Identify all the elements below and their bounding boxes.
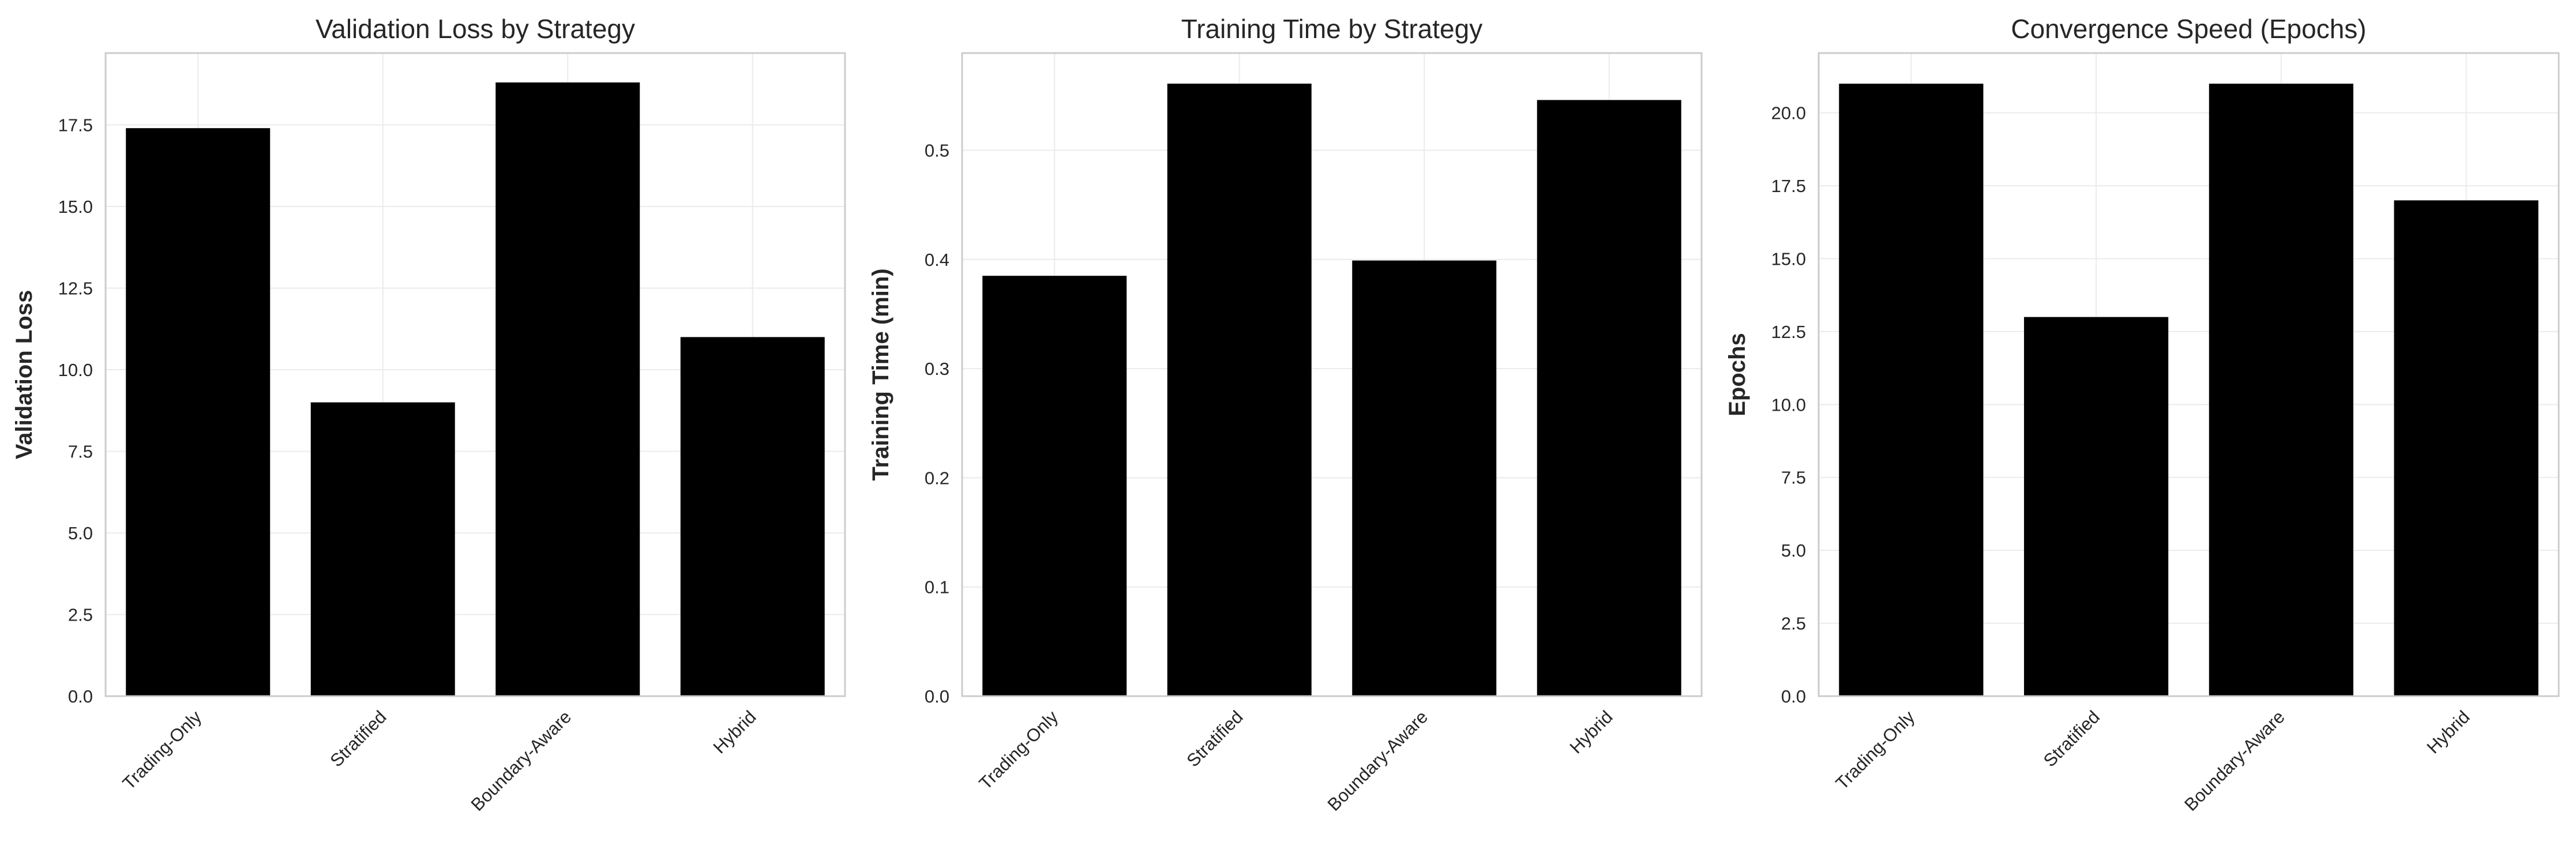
bar xyxy=(1839,84,1984,697)
plot-frame xyxy=(1818,52,2560,697)
bar xyxy=(2024,317,2169,696)
y-axis-label: Training Time (min) xyxy=(868,268,893,480)
y-tick-label: 2.5 xyxy=(1781,614,1806,634)
y-tick-label: 15.0 xyxy=(1771,249,1806,269)
y-tick-label: 5.0 xyxy=(1781,540,1806,561)
chart-title: Convergence Speed (Epochs) xyxy=(2011,14,2366,44)
bar xyxy=(1167,84,1312,696)
chart-title: Training Time by Strategy xyxy=(1181,14,1482,44)
y-tick-label: 10.0 xyxy=(58,360,93,380)
y-tick-label: 0.1 xyxy=(925,577,949,598)
y-tick-label: 5.0 xyxy=(68,523,93,543)
bar xyxy=(982,276,1127,697)
y-tick-label: 7.5 xyxy=(68,442,93,462)
y-tick-label: 17.5 xyxy=(58,115,93,136)
bar xyxy=(680,337,825,696)
bar xyxy=(126,128,271,696)
y-tick-label: 0.2 xyxy=(925,468,949,488)
y-tick-label: 0.0 xyxy=(1781,686,1806,707)
bar xyxy=(495,82,640,696)
chart-title: Validation Loss by Strategy xyxy=(316,14,635,44)
y-tick-label: 12.5 xyxy=(58,279,93,299)
plot-frame xyxy=(104,52,846,697)
y-tick-label: 2.5 xyxy=(68,605,93,625)
y-tick-label: 7.5 xyxy=(1781,468,1806,488)
bar xyxy=(2209,84,2353,697)
bar xyxy=(1352,260,1497,696)
plot-frame xyxy=(961,52,1703,697)
y-tick-label: 0.5 xyxy=(925,140,949,160)
bar xyxy=(1537,100,1681,697)
y-tick-label: 15.0 xyxy=(58,197,93,217)
bar xyxy=(2394,200,2539,697)
y-tick-label: 0.3 xyxy=(925,359,949,379)
y-axis-label: Epochs xyxy=(1725,333,1750,416)
chart-convergence-speed: 0.02.55.07.510.012.515.017.520.0Trading-… xyxy=(1725,14,2560,815)
y-tick-label: 12.5 xyxy=(1771,322,1806,342)
y-tick-label: 0.4 xyxy=(925,250,949,270)
y-tick-label: 0.0 xyxy=(68,686,93,707)
y-axis-label: Validation Loss xyxy=(12,290,37,459)
y-tick-label: 17.5 xyxy=(1771,176,1806,196)
y-tick-label: 10.0 xyxy=(1771,395,1806,415)
bar xyxy=(310,402,455,696)
y-tick-label: 0.0 xyxy=(925,686,949,707)
y-tick-label: 20.0 xyxy=(1771,103,1806,123)
